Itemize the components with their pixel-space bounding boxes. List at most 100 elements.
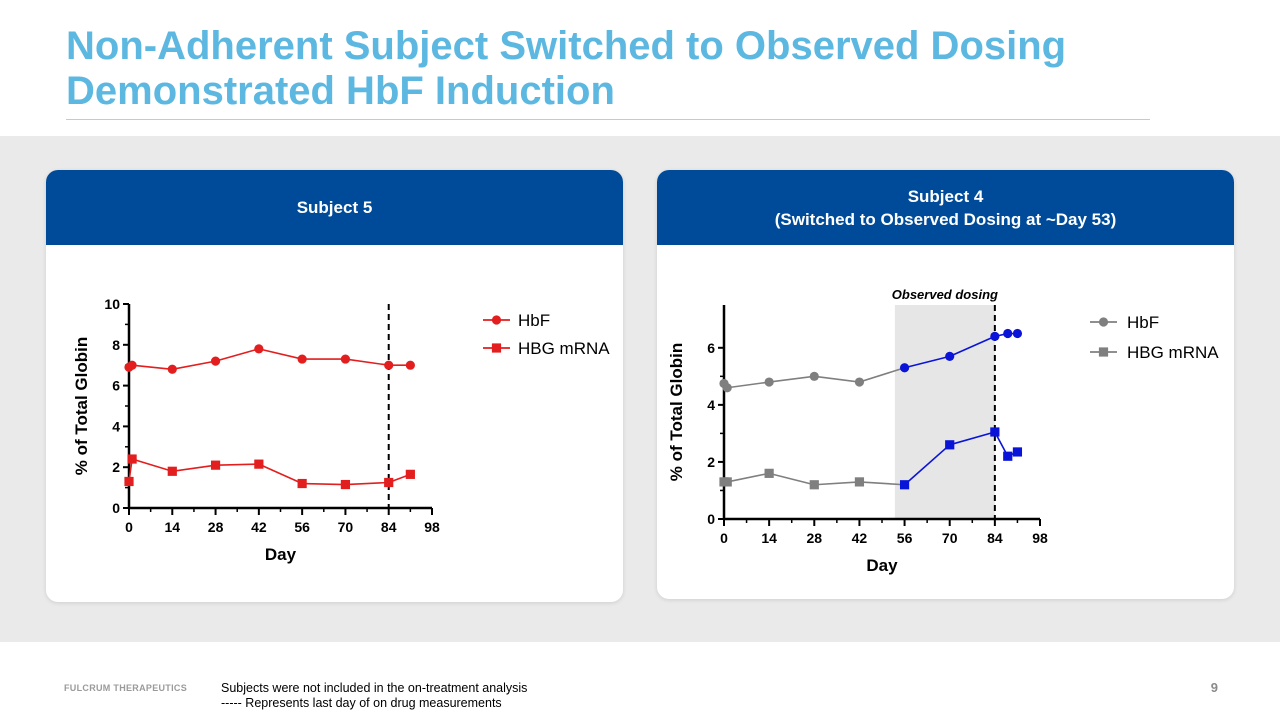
chart1-x-tick-label: 70 [338, 519, 354, 535]
slide-title: Non-Adherent Subject Switched to Observe… [66, 24, 1216, 114]
chart1-hbg-mrna-point [167, 466, 177, 476]
chart2-y-axis-label: % of Total Globin [667, 343, 686, 482]
chart1-x-tick-label: 28 [208, 519, 224, 535]
chart1-y-tick-label: 8 [112, 337, 120, 353]
chart2-hbg-mrna-segment [814, 481, 860, 486]
chart1-hbg-mrna-segment [131, 458, 173, 473]
chart1-y-tick-label: 4 [112, 418, 120, 434]
chart1-hbf-point [254, 344, 264, 354]
chart1-hbf-segment [132, 364, 173, 371]
chart1-hbg-mrna-point [210, 460, 221, 470]
chart2-hbf-point [899, 363, 910, 373]
chart2-hbf-point [1012, 328, 1023, 339]
chart1-x-tick-label: 98 [424, 519, 440, 535]
chart1-y-axis-label: % of Total Globin [72, 337, 91, 476]
chart2-hbg-mrna-point [854, 477, 865, 487]
footnote-line1: Subjects were not included in the on-tre… [221, 681, 528, 695]
slide-title-line1: Non-Adherent Subject Switched to Observe… [66, 24, 1067, 68]
chart1-x-tick-label: 56 [294, 519, 310, 535]
subject5-chart: 0 2 4 6 8 10 0 14 28 42 56 70 84 98 Day % of Total Glob… [72, 296, 610, 564]
chart1-hbf-segment [258, 348, 303, 360]
chart2-hbg-mrna-segment [768, 472, 815, 486]
chart1-x-axis-label: Day [265, 545, 297, 564]
chart2-x-tick-label: 28 [806, 530, 822, 546]
chart1-hbg-mrna-segment [215, 463, 259, 466]
chart1-hbg-mrna-legend-marker [491, 343, 502, 353]
chart2-y-tick-label: 2 [707, 454, 715, 470]
chart1-hbg-mrna-point [124, 476, 134, 487]
chart1-hbf-point [167, 364, 177, 374]
chart1-hbg-mrna-point [384, 477, 394, 488]
subject4-card-header: Subject 4 (Switched to Observed Dosing a… [657, 170, 1234, 245]
chart1-hbf-point [127, 360, 137, 370]
chart2-hbf-segment [769, 375, 815, 383]
chart2-hbg-mrna-segment [949, 431, 996, 446]
chart2-hbf-point [854, 377, 865, 387]
chart2-hbf-segment [814, 375, 860, 383]
chart2-observed-dosing-label: Observed dosing [892, 287, 998, 302]
chart2-observed-dosing-region [894, 305, 995, 519]
subject4-card: Subject 4 (Switched to Observed Dosing a… [657, 170, 1234, 599]
chart1-hbg-mrna-segment [345, 481, 389, 486]
slide-title-line2: Demonstrated HbF Induction [66, 69, 615, 113]
chart1-hbg-mrna-point [405, 469, 415, 479]
chart2-hbg-mrna-point [945, 440, 955, 450]
chart2-hbg-mrna-point [1012, 447, 1023, 457]
chart1-hbf-point [340, 354, 351, 364]
chart1-hbg-mrna-point [127, 454, 137, 464]
footnote: Subjects were not included in the on-tre… [221, 681, 527, 711]
chart2-hbg-mrna-legend-label: HBG mRNA [1127, 343, 1219, 362]
chart1-hbg-mrna-segment [302, 482, 346, 486]
chart1-hbf-point [210, 356, 221, 366]
chart2-x-tick-label: 0 [720, 530, 728, 546]
chart1-hbf-point [384, 360, 394, 370]
chart2-x-axis-label: Day [866, 556, 898, 575]
chart2-y-tick-label: 0 [707, 511, 715, 527]
chart2-hbf-point [809, 371, 819, 381]
page-number: 9 [1210, 680, 1218, 695]
chart1-hbg-mrna-point [297, 478, 307, 489]
chart1-hbf-point [297, 354, 307, 364]
chart2-x-tick-label: 84 [987, 530, 1003, 546]
chart1-hbg-mrna-segment [172, 464, 216, 473]
chart2-hbg-mrna-legend-marker [1098, 347, 1109, 357]
chart1-hbf-legend-marker [491, 315, 502, 325]
chart1-hbg-mrna-point [340, 479, 351, 490]
subject4-chart: Observed dosing 0 2 4 6 0 14 28 42 56 70 84 98 Day % o… [667, 287, 1219, 575]
chart1-hbg-mrna-legend-label: HBG mRNA [518, 339, 610, 358]
chart1-hbg-mrna-point [254, 459, 264, 469]
chart1-hbf-segment [215, 348, 260, 362]
chart1-y-tick-label: 0 [112, 500, 120, 516]
chart2-hbg-mrna-point [722, 477, 732, 487]
chart2-hbf-segment [727, 381, 770, 389]
chart2-hbf-point [764, 377, 774, 387]
chart2-x-tick-label: 98 [1032, 530, 1048, 546]
chart2-hbf-legend-label: HbF [1127, 313, 1159, 332]
chart2-hbg-mrna-segment [904, 444, 951, 486]
chart2-y-tick-label: 4 [707, 397, 715, 413]
chart1-hbf-point [405, 360, 415, 370]
chart2-hbg-mrna-segment [727, 472, 770, 483]
chart2-hbf-point [990, 331, 1000, 341]
chart2-hbg-mrna-point [990, 427, 1000, 437]
subject5-header-line1: Subject 5 [296, 198, 373, 217]
chart1-hbg-mrna-segment [258, 463, 303, 485]
chart2-hbf-legend-marker [1098, 317, 1109, 327]
chart2-hbf-segment [859, 367, 905, 383]
chart2-hbf-point [945, 351, 955, 361]
subject4-header-line1: Subject 4 [907, 186, 984, 206]
chart2-x-tick-label: 14 [761, 530, 777, 546]
chart2-hbg-mrna-segment [859, 481, 905, 486]
chart2-hbf-segment [949, 335, 996, 358]
chart2-hbg-mrna-point [899, 480, 910, 490]
company-brand: FULCRUM THERAPEUTICS [64, 683, 187, 693]
chart1-x-tick-label: 84 [381, 519, 397, 535]
chart2-hbg-mrna-point [764, 468, 774, 478]
chart2-x-tick-label: 70 [942, 530, 958, 546]
chart2-hbg-mrna-point [809, 480, 819, 490]
title-divider [66, 119, 1150, 120]
chart1-hbf-legend-label: HbF [518, 311, 550, 330]
chart1-hbf-segment [172, 360, 216, 371]
chart1-x-tick-label: 14 [164, 519, 180, 535]
subject4-header-line2: (Switched to Observed Dosing at ~Day 53) [774, 209, 1117, 229]
